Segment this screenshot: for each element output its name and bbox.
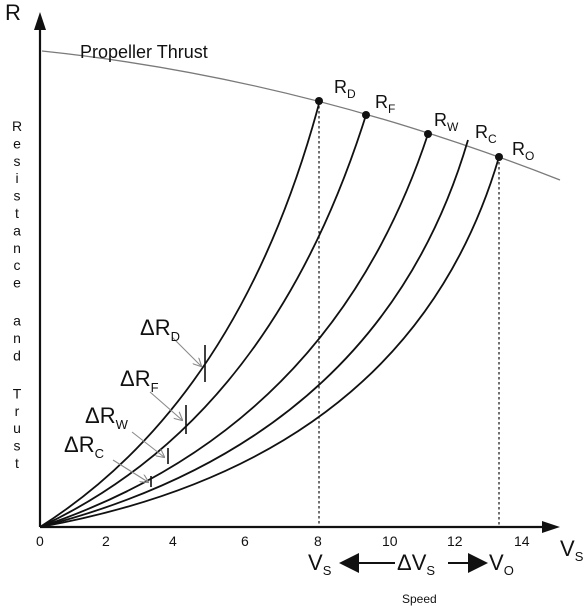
- x-axis-title-main: V: [560, 536, 575, 561]
- curve-label-main: R: [375, 92, 388, 112]
- resistance-curve-w: [39, 133, 429, 528]
- resistance-curve-d: [39, 99, 321, 528]
- propeller-thrust-curve: [41, 50, 561, 181]
- y-caption-letter: n: [13, 240, 21, 256]
- y-caption-letter: n: [13, 330, 21, 346]
- resistance-curve-o: [39, 156, 500, 528]
- x-tick-label: 2: [102, 533, 110, 549]
- y-caption-letter: s: [14, 438, 21, 454]
- delta-pointers: [112, 336, 201, 482]
- curve-label-rf: RF: [375, 92, 395, 116]
- delta-label-rc: ΔRC: [64, 432, 104, 461]
- curve-label-main: R: [512, 139, 525, 159]
- curve-label-sub: D: [347, 87, 356, 101]
- delta-label-sub: F: [151, 380, 159, 395]
- x-tick-label: 12: [447, 533, 463, 549]
- vs-label: VS: [308, 550, 332, 578]
- curve-label-rc: RC: [475, 122, 497, 146]
- dvs-label-main: ΔV: [397, 550, 427, 575]
- x-axis-title: VS: [560, 536, 583, 564]
- delta-label-sub: W: [116, 417, 129, 432]
- delta-label-main: ΔR: [140, 315, 171, 340]
- y-caption-letter: T: [13, 385, 22, 401]
- delta-label-rw: ΔRW: [85, 403, 129, 432]
- x-axis-title-sub: S: [575, 549, 583, 564]
- x-tick-label: 14: [514, 533, 530, 549]
- y-caption-letter: r: [15, 403, 20, 419]
- y-caption-letter: c: [14, 257, 21, 273]
- y-axis-arrow: [34, 12, 46, 30]
- dvs-label-sub: S: [426, 563, 435, 578]
- y-caption-letter: e: [13, 275, 21, 291]
- point-rf: [362, 111, 370, 119]
- vo-label-sub: O: [504, 563, 514, 578]
- delta-rc-pointer: [112, 459, 148, 482]
- y-caption-letter: a: [13, 313, 21, 329]
- y-caption-letter: e: [13, 135, 21, 151]
- delta-label-main: ΔR: [120, 366, 151, 391]
- curve-label-ro: RO: [512, 139, 534, 163]
- y-caption-letter: d: [13, 347, 21, 363]
- y-caption-letter: i: [15, 170, 18, 186]
- x-tick-label: 4: [169, 533, 177, 549]
- delta-label-rd: ΔRD: [140, 315, 180, 344]
- curve-label-sub: F: [388, 102, 395, 116]
- y-caption-letter: t: [15, 455, 19, 471]
- resistance-curve-f: [39, 114, 367, 528]
- speed-difference: VS ΔVS VO: [308, 550, 514, 578]
- y-caption-letter: u: [13, 420, 21, 436]
- y-axis-title: R: [5, 0, 21, 25]
- delta-label-main: ΔR: [85, 403, 116, 428]
- delta-label-sub: C: [95, 446, 104, 461]
- delta-segments: [150, 345, 206, 487]
- curve-label-main: R: [334, 77, 347, 97]
- curve-label-sub: W: [447, 120, 459, 134]
- curve-label-rd: RD: [334, 77, 356, 101]
- vo-label-main: V: [489, 550, 504, 575]
- curve-label-rw: RW: [434, 110, 459, 134]
- resistance-curve-c: [39, 139, 469, 528]
- x-tick-label: 10: [382, 533, 398, 549]
- delta-rd-pointer: [171, 336, 201, 366]
- vs-label-main: V: [308, 550, 323, 575]
- y-caption-letter: R: [12, 118, 22, 134]
- dvs-label: ΔVS: [397, 550, 435, 578]
- resistance-curves: [39, 99, 500, 528]
- vo-label: VO: [489, 550, 514, 578]
- delta-label-rf: ΔRF: [120, 366, 159, 395]
- x-axis-caption: Speed: [402, 592, 437, 606]
- y-caption-letter: s: [14, 188, 21, 204]
- x-tick-label: 8: [314, 533, 322, 549]
- x-tick-label: 0: [36, 533, 44, 549]
- y-caption-letter: s: [14, 153, 21, 169]
- y-caption-letter: t: [15, 205, 19, 221]
- curve-label-main: R: [434, 110, 447, 130]
- curve-label-sub: C: [488, 132, 497, 146]
- point-rw: [424, 130, 432, 138]
- delta-label-sub: D: [171, 329, 180, 344]
- y-caption-letter: a: [13, 222, 21, 238]
- x-tick-label: 6: [241, 533, 249, 549]
- x-tick-labels: 0 2 4 6 8 10 12 14: [36, 533, 530, 549]
- vs-label-sub: S: [323, 563, 332, 578]
- x-axis-arrow: [542, 521, 560, 533]
- delta-label-main: ΔR: [64, 432, 95, 457]
- axes: [34, 12, 560, 533]
- curve-label-sub: O: [525, 149, 534, 163]
- delta-rw-pointer: [131, 431, 164, 457]
- propeller-thrust-label: Propeller Thrust: [80, 42, 208, 62]
- delta-rf-pointer: [149, 391, 182, 420]
- curve-label-main: R: [475, 122, 488, 142]
